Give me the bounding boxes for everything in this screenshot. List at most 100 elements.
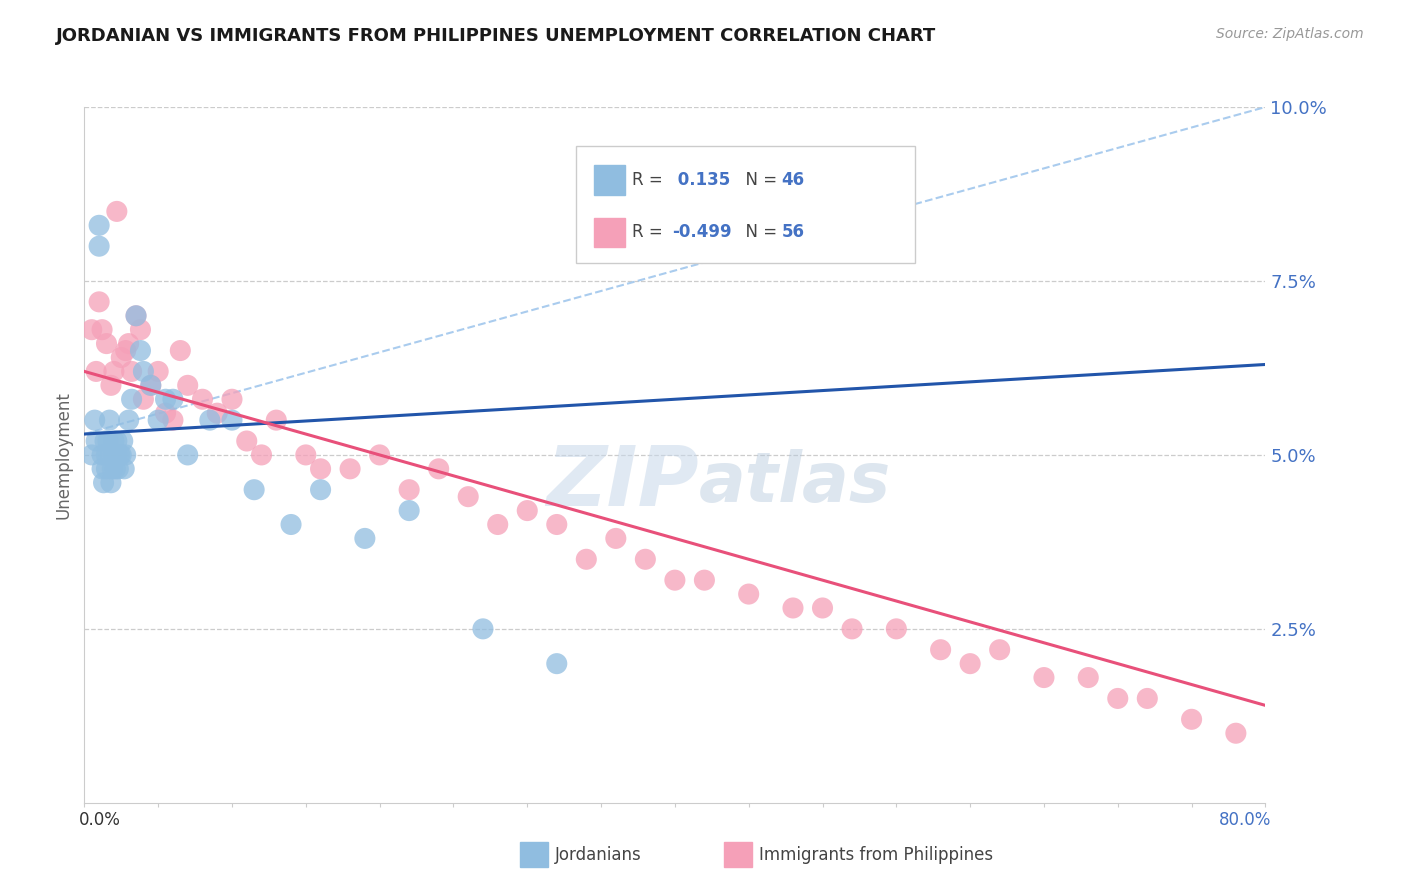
Text: JORDANIAN VS IMMIGRANTS FROM PHILIPPINES UNEMPLOYMENT CORRELATION CHART: JORDANIAN VS IMMIGRANTS FROM PHILIPPINES… — [56, 27, 936, 45]
Point — [339, 462, 361, 476]
Point — [111, 434, 134, 448]
Point — [96, 336, 118, 351]
Point — [148, 364, 170, 378]
Text: Immigrants from Philippines: Immigrants from Philippines — [759, 846, 994, 863]
Point — [309, 483, 332, 497]
Point — [100, 378, 122, 392]
Point — [634, 552, 657, 566]
Point — [118, 413, 141, 427]
Point — [105, 434, 128, 448]
Point — [114, 343, 136, 358]
Point — [100, 448, 122, 462]
Point — [221, 392, 243, 407]
Point — [105, 448, 128, 462]
Point — [264, 413, 288, 427]
Text: Source: ZipAtlas.com: Source: ZipAtlas.com — [1216, 27, 1364, 41]
Point — [139, 378, 162, 392]
Text: 80.0%: 80.0% — [1219, 811, 1271, 830]
Point — [84, 364, 107, 378]
Point — [1077, 671, 1099, 685]
Point — [221, 413, 243, 427]
Text: 46: 46 — [782, 171, 804, 189]
Point — [91, 462, 114, 476]
Point — [155, 406, 177, 420]
Point — [108, 448, 131, 462]
Point — [782, 601, 804, 615]
Point — [105, 204, 128, 219]
Point — [129, 323, 152, 337]
Point — [101, 462, 124, 476]
Point — [89, 294, 111, 309]
Point — [177, 448, 200, 462]
Point — [354, 532, 377, 546]
Point — [693, 573, 716, 587]
Point — [546, 657, 568, 671]
Point — [177, 378, 200, 392]
Point — [125, 309, 148, 323]
Text: N =: N = — [735, 171, 782, 189]
Y-axis label: Unemployment: Unemployment — [55, 391, 73, 519]
Point — [97, 434, 120, 448]
Point — [148, 413, 170, 427]
Text: 56: 56 — [782, 223, 804, 241]
Point — [198, 413, 221, 427]
Point — [112, 462, 135, 476]
Point — [94, 434, 117, 448]
Point — [546, 517, 568, 532]
Point — [1225, 726, 1247, 740]
Point — [139, 378, 162, 392]
Point — [96, 462, 118, 476]
Point — [98, 413, 121, 427]
Point — [516, 503, 538, 517]
Text: Jordanians: Jordanians — [555, 846, 643, 863]
Point — [1181, 712, 1204, 726]
Point — [738, 587, 761, 601]
Point — [118, 336, 141, 351]
Point — [243, 483, 266, 497]
Text: N =: N = — [735, 223, 782, 241]
Text: -0.499: -0.499 — [672, 223, 731, 241]
Point — [472, 622, 495, 636]
Point — [959, 657, 981, 671]
Text: atlas: atlas — [699, 450, 891, 516]
Point — [886, 622, 908, 636]
Point — [1107, 691, 1129, 706]
Point — [103, 364, 125, 378]
Point — [93, 475, 115, 490]
Point — [89, 239, 111, 253]
Point — [83, 413, 105, 427]
Point — [132, 364, 155, 378]
Point — [121, 392, 143, 407]
Text: R =: R = — [633, 223, 668, 241]
Point — [398, 503, 420, 517]
Point — [929, 642, 952, 657]
Point — [103, 448, 125, 462]
Point — [121, 364, 143, 378]
Point — [811, 601, 834, 615]
Point — [169, 343, 191, 358]
Point — [1032, 671, 1054, 685]
Point — [84, 434, 107, 448]
Point — [236, 434, 259, 448]
Text: 0.0%: 0.0% — [79, 811, 121, 830]
Point — [309, 462, 332, 476]
Point — [103, 434, 125, 448]
Point — [80, 323, 103, 337]
Point — [100, 475, 122, 490]
Point — [89, 219, 111, 233]
Point — [988, 642, 1011, 657]
Point — [664, 573, 686, 587]
Point — [457, 490, 479, 504]
Point — [91, 323, 114, 337]
Point — [110, 448, 132, 462]
Point — [96, 448, 118, 462]
Point — [605, 532, 627, 546]
Point — [427, 462, 450, 476]
Point — [104, 462, 127, 476]
Point — [162, 413, 184, 427]
Point — [280, 517, 302, 532]
Point — [155, 392, 177, 407]
Point — [191, 392, 214, 407]
Point — [398, 483, 420, 497]
Point — [125, 309, 148, 323]
